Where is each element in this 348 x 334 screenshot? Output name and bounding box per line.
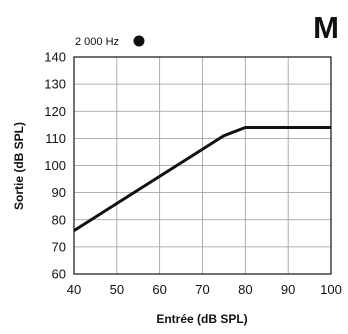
y-tick-label: 90 (52, 185, 66, 200)
x-axis-label: Entrée (dB SPL) (156, 312, 247, 326)
plot-frame (73, 56, 332, 275)
y-tick-label: 130 (44, 77, 66, 92)
badge-letter: M (313, 10, 339, 45)
grid (74, 57, 331, 274)
x-tick-label: 100 (320, 282, 342, 297)
x-tick-label: 70 (195, 282, 209, 297)
x-tick-label: 80 (238, 282, 252, 297)
legend: 2 000 Hz (75, 35, 145, 48)
y-axis-label: Sortie (dB SPL) (12, 122, 26, 210)
x-tick-label: 40 (67, 282, 81, 297)
x-tick-label: 60 (152, 282, 166, 297)
y-tick-label: 120 (44, 104, 66, 119)
series (73, 126, 331, 232)
y-tick-label: 60 (52, 267, 66, 282)
x-tick-label: 90 (281, 282, 295, 297)
y-tick-label: 140 (44, 50, 66, 65)
legend-marker-icon (133, 35, 145, 47)
y-tick-label: 80 (52, 212, 66, 227)
x-tick-label: 50 (110, 282, 124, 297)
y-tick-label: 100 (44, 158, 66, 173)
tick-labels: 40 50 60 70 80 90 100 60 70 80 90 100 110 120 130 140 (44, 50, 342, 298)
y-tick-label: 70 (52, 239, 66, 254)
series-line (73, 126, 331, 232)
y-tick-label: 110 (45, 131, 66, 146)
legend-label: 2 000 Hz (75, 36, 119, 48)
